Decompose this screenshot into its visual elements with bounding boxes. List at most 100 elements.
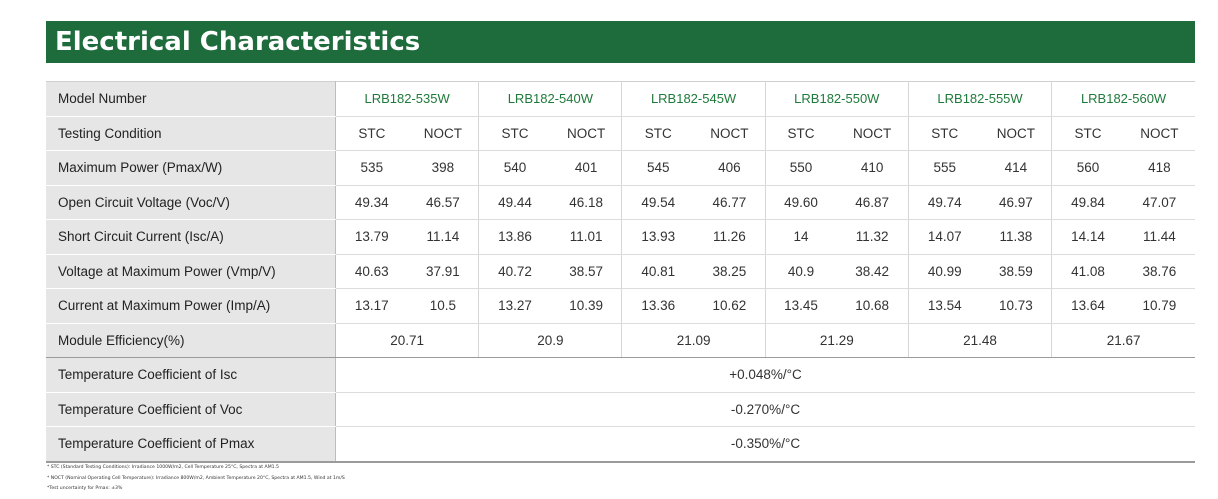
value-cell: 560 [1051, 150, 1124, 186]
footnote-uncertainty: *Test uncertainty for Pmax: ±3% [47, 486, 123, 491]
value-cell: 13.86 [478, 219, 551, 255]
row-label-tc-voc: Temperature Coefficient of Voc [46, 392, 336, 427]
model-name: LRB182-540W [478, 81, 623, 117]
table-row-tc-pmax: Temperature Coefficient of Pmax -0.350%/… [46, 426, 1195, 463]
stc-header: STC [335, 116, 408, 151]
row-label-voc: Open Circuit Voltage (Voc/V) [46, 185, 336, 220]
value-cell: 49.54 [621, 185, 695, 220]
value-cell: 406 [694, 150, 766, 186]
row-label-pmax: Maximum Power (Pmax/W) [46, 150, 336, 186]
value-cell: 46.57 [407, 185, 480, 220]
row-label-tc-isc: Temperature Coefficient of Isc [46, 357, 336, 393]
table-row-tc-isc: Temperature Coefficient of Isc +0.048%/°… [46, 357, 1195, 393]
model-name: LRB182-550W [765, 81, 909, 117]
noct-header: NOCT [1123, 116, 1195, 151]
electrical-characteristics-table: Model Number LRB182-535W LRB182-540W LRB… [46, 81, 1195, 463]
value-cell: 49.60 [765, 185, 837, 220]
noct-header: NOCT [550, 116, 623, 151]
tc-isc-value: +0.048%/°C [335, 357, 1195, 393]
table-row-voc: Open Circuit Voltage (Voc/V) 49.34 46.57… [46, 185, 1195, 220]
value-cell: 46.77 [694, 185, 766, 220]
model-name: LRB182-545W [621, 81, 766, 117]
value-cell: 49.84 [1051, 185, 1124, 220]
value-cell: 10.62 [694, 288, 766, 324]
efficiency-value: 21.48 [908, 323, 1053, 358]
value-cell: 37.91 [407, 254, 480, 289]
value-cell: 11.44 [1123, 219, 1195, 255]
value-cell: 14 [765, 219, 837, 255]
row-label-testing-condition: Testing Condition [46, 116, 336, 151]
row-label-vmp: Voltage at Maximum Power (Vmp/V) [46, 254, 336, 289]
row-label-tc-pmax: Temperature Coefficient of Pmax [46, 426, 336, 463]
value-cell: 550 [765, 150, 837, 186]
row-label-imp: Current at Maximum Power (Imp/A) [46, 288, 336, 324]
table-row-pmax: Maximum Power (Pmax/W) 535 398 540 401 5… [46, 150, 1195, 186]
value-cell: 414 [980, 150, 1053, 186]
noct-header: NOCT [694, 116, 766, 151]
row-label-efficiency: Module Efficiency(%) [46, 323, 336, 358]
value-cell: 13.64 [1051, 288, 1124, 324]
value-cell: 10.73 [980, 288, 1053, 324]
value-cell: 545 [621, 150, 695, 186]
table-row-model-number: Model Number LRB182-535W LRB182-540W LRB… [46, 81, 1195, 117]
value-cell: 11.01 [550, 219, 623, 255]
footnote-noct: * NOCT (Nominal Operating Cell Temperatu… [47, 475, 345, 481]
model-name: LRB182-535W [335, 81, 480, 117]
stc-header: STC [765, 116, 837, 151]
value-cell: 40.9 [765, 254, 837, 289]
efficiency-value: 21.29 [765, 323, 909, 358]
value-cell: 38.76 [1123, 254, 1195, 289]
value-cell: 14.07 [908, 219, 981, 255]
value-cell: 11.32 [836, 219, 909, 255]
value-cell: 13.45 [765, 288, 837, 324]
noct-header: NOCT [836, 116, 909, 151]
stc-header: STC [478, 116, 551, 151]
value-cell: 38.59 [980, 254, 1053, 289]
table-row-isc: Short Circuit Current (Isc/A) 13.79 11.1… [46, 219, 1195, 255]
stc-header: STC [908, 116, 981, 151]
value-cell: 13.79 [335, 219, 408, 255]
value-cell: 398 [407, 150, 480, 186]
efficiency-value: 20.9 [478, 323, 623, 358]
value-cell: 41.08 [1051, 254, 1124, 289]
value-cell: 540 [478, 150, 551, 186]
row-label-isc: Short Circuit Current (Isc/A) [46, 219, 336, 255]
value-cell: 14.14 [1051, 219, 1124, 255]
table-row-imp: Current at Maximum Power (Imp/A) 13.17 1… [46, 288, 1195, 324]
value-cell: 46.87 [836, 185, 909, 220]
value-cell: 40.72 [478, 254, 551, 289]
value-cell: 46.97 [980, 185, 1053, 220]
value-cell: 49.44 [478, 185, 551, 220]
value-cell: 13.17 [335, 288, 408, 324]
value-cell: 418 [1123, 150, 1195, 186]
value-cell: 13.36 [621, 288, 695, 324]
value-cell: 40.63 [335, 254, 408, 289]
table-row-testing-condition: Testing Condition STC NOCT STC NOCT STC … [46, 116, 1195, 151]
noct-header: NOCT [407, 116, 480, 151]
value-cell: 49.34 [335, 185, 408, 220]
value-cell: 40.81 [621, 254, 695, 289]
tc-pmax-value: -0.350%/°C [335, 426, 1195, 463]
value-cell: 10.79 [1123, 288, 1195, 324]
stc-header: STC [1051, 116, 1124, 151]
footnotes: * STC (Standard Testing Conditions): Irr… [47, 463, 747, 495]
value-cell: 11.26 [694, 219, 766, 255]
value-cell: 49.74 [908, 185, 981, 220]
table-row-tc-voc: Temperature Coefficient of Voc -0.270%/°… [46, 392, 1195, 427]
value-cell: 13.54 [908, 288, 981, 324]
value-cell: 10.68 [836, 288, 909, 324]
efficiency-value: 20.71 [335, 323, 480, 358]
model-name: LRB182-560W [1051, 81, 1195, 117]
efficiency-value: 21.09 [621, 323, 766, 358]
stc-header: STC [621, 116, 695, 151]
value-cell: 535 [335, 150, 408, 186]
model-name: LRB182-555W [908, 81, 1053, 117]
noct-header: NOCT [980, 116, 1053, 151]
value-cell: 38.42 [836, 254, 909, 289]
value-cell: 410 [836, 150, 909, 186]
value-cell: 40.99 [908, 254, 981, 289]
value-cell: 10.39 [550, 288, 623, 324]
tc-voc-value: -0.270%/°C [335, 392, 1195, 427]
table-row-vmp: Voltage at Maximum Power (Vmp/V) 40.63 3… [46, 254, 1195, 289]
value-cell: 46.18 [550, 185, 623, 220]
